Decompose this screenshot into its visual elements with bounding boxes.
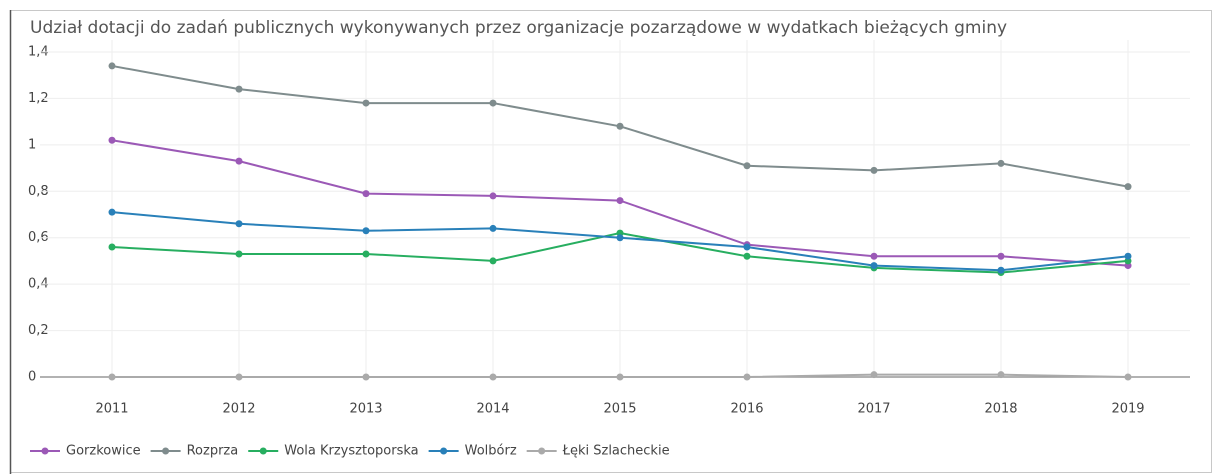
chart-title: Udział dotacji do zadań publicznych wyko… (30, 18, 1007, 38)
data-point (997, 159, 1005, 167)
data-point (743, 243, 751, 251)
data-point (108, 373, 116, 381)
data-point (108, 243, 116, 251)
legend-marker (440, 447, 448, 455)
data-point (489, 192, 497, 200)
legend-marker (538, 447, 546, 455)
data-point (870, 371, 878, 379)
x-tick-label: 2018 (984, 402, 1017, 417)
y-tick-label: 1 (28, 137, 36, 152)
legend-label: Wolbórz (465, 444, 517, 459)
data-point (362, 373, 370, 381)
data-point (997, 252, 1005, 260)
x-tick-label: 2014 (476, 402, 509, 417)
y-tick-label: 1,2 (28, 91, 49, 106)
data-point (616, 373, 624, 381)
x-tick-label: 2012 (222, 402, 255, 417)
y-tick-label: 1,4 (28, 45, 49, 60)
y-tick-label: 0,4 (28, 277, 49, 292)
legend-label: Łęki Szlacheckie (562, 444, 670, 459)
data-point (235, 157, 243, 165)
data-point (743, 162, 751, 170)
y-tick-label: 0 (28, 370, 36, 385)
legend-label: Rozprza (187, 444, 239, 459)
data-point (870, 252, 878, 260)
x-tick-label: 2019 (1111, 402, 1144, 417)
frame (10, 10, 1212, 473)
data-point (235, 250, 243, 258)
data-point (489, 99, 497, 107)
x-tick-label: 2011 (95, 402, 128, 417)
data-point (743, 252, 751, 260)
legend-label: Gorzkowice (66, 444, 141, 459)
data-point (489, 224, 497, 232)
y-tick-label: 0,2 (28, 323, 49, 338)
x-tick-label: 2017 (857, 402, 890, 417)
data-point (1124, 183, 1132, 191)
data-point (870, 166, 878, 174)
data-point (108, 136, 116, 144)
data-point (616, 122, 624, 130)
data-point (616, 197, 624, 205)
data-point (870, 262, 878, 270)
data-point (362, 227, 370, 235)
data-point (616, 234, 624, 242)
x-tick-label: 2016 (730, 402, 763, 417)
legend-marker (41, 447, 49, 455)
legend-marker (259, 447, 267, 455)
data-point (235, 373, 243, 381)
data-point (997, 266, 1005, 274)
legend-label: Wola Krzysztoporska (284, 444, 418, 459)
data-point (362, 99, 370, 107)
data-point (108, 62, 116, 70)
data-point (489, 257, 497, 265)
data-point (743, 373, 751, 381)
x-tick-label: 2015 (603, 402, 636, 417)
data-point (1124, 252, 1132, 260)
y-tick-label: 0,8 (28, 184, 49, 199)
data-point (108, 208, 116, 216)
data-point (235, 85, 243, 93)
data-point (489, 373, 497, 381)
data-point (997, 371, 1005, 379)
legend-marker (162, 447, 170, 455)
y-tick-label: 0,6 (28, 230, 49, 245)
data-point (362, 190, 370, 198)
data-point (1124, 373, 1132, 381)
data-point (362, 250, 370, 258)
x-tick-label: 2013 (349, 402, 382, 417)
data-point (235, 220, 243, 228)
